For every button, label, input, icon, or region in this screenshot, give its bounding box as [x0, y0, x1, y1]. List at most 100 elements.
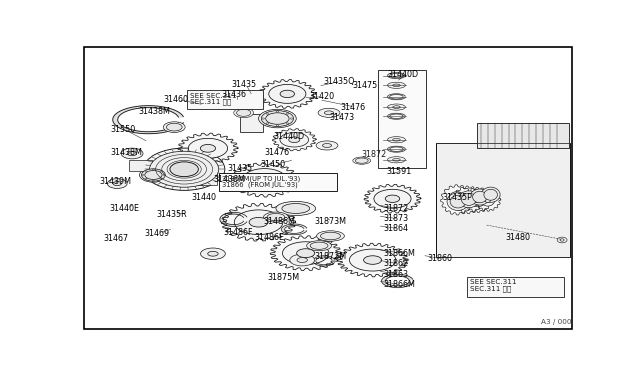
Ellipse shape	[259, 109, 296, 128]
Ellipse shape	[266, 113, 289, 124]
Ellipse shape	[310, 242, 328, 249]
Text: 31435Q: 31435Q	[323, 77, 355, 86]
Ellipse shape	[324, 111, 333, 115]
Ellipse shape	[290, 254, 315, 266]
Text: 31875M: 31875M	[268, 273, 300, 282]
Ellipse shape	[560, 239, 564, 241]
Ellipse shape	[448, 192, 466, 208]
Ellipse shape	[388, 82, 405, 89]
Polygon shape	[463, 187, 492, 212]
Text: 31866M: 31866M	[383, 280, 415, 289]
Polygon shape	[440, 185, 474, 215]
Ellipse shape	[108, 179, 127, 189]
Ellipse shape	[364, 256, 381, 264]
Polygon shape	[388, 146, 405, 152]
Ellipse shape	[484, 197, 491, 202]
Ellipse shape	[276, 111, 279, 112]
Ellipse shape	[262, 118, 264, 119]
Text: 31864: 31864	[383, 224, 408, 233]
Ellipse shape	[470, 189, 490, 205]
Text: 31436M: 31436M	[213, 175, 245, 185]
Text: 31435R: 31435R	[157, 210, 188, 219]
Ellipse shape	[484, 189, 497, 200]
Text: 31438M: 31438M	[138, 107, 170, 116]
Ellipse shape	[113, 182, 122, 186]
Ellipse shape	[297, 257, 307, 263]
Text: 31476: 31476	[340, 103, 365, 112]
Ellipse shape	[282, 242, 329, 264]
Text: 31550: 31550	[111, 125, 136, 135]
Ellipse shape	[374, 189, 411, 208]
Ellipse shape	[481, 187, 500, 202]
Ellipse shape	[470, 193, 486, 207]
Text: 31460: 31460	[163, 95, 188, 104]
Text: 31438M: 31438M	[111, 148, 143, 157]
Ellipse shape	[152, 169, 154, 170]
Ellipse shape	[289, 137, 300, 142]
Text: 31872: 31872	[362, 150, 387, 158]
Text: 31866M(UP TO JUL.'93): 31866M(UP TO JUL.'93)	[222, 176, 300, 182]
Text: 31420: 31420	[309, 92, 334, 101]
Text: 31440D: 31440D	[273, 132, 305, 141]
Ellipse shape	[349, 249, 396, 271]
Text: 31473: 31473	[329, 113, 354, 122]
Ellipse shape	[291, 118, 293, 119]
Bar	[436, 142, 570, 257]
Text: 31866M: 31866M	[383, 248, 415, 258]
Ellipse shape	[282, 203, 310, 214]
Polygon shape	[270, 236, 341, 270]
Ellipse shape	[144, 170, 163, 180]
Polygon shape	[282, 224, 307, 235]
Text: 31436: 31436	[222, 90, 247, 99]
Ellipse shape	[458, 191, 479, 208]
Text: SEE SEC.311: SEE SEC.311	[190, 93, 237, 99]
Ellipse shape	[265, 112, 290, 125]
Ellipse shape	[234, 210, 283, 235]
Polygon shape	[475, 189, 501, 211]
Text: SEE SEC.311: SEE SEC.311	[470, 279, 516, 285]
Polygon shape	[259, 80, 316, 108]
Polygon shape	[388, 73, 405, 78]
Ellipse shape	[280, 90, 294, 97]
Ellipse shape	[166, 123, 182, 131]
Ellipse shape	[152, 180, 154, 181]
Ellipse shape	[453, 196, 461, 203]
FancyBboxPatch shape	[219, 173, 337, 191]
Polygon shape	[337, 243, 408, 277]
Ellipse shape	[163, 174, 165, 176]
FancyBboxPatch shape	[187, 90, 262, 109]
Ellipse shape	[188, 138, 228, 158]
Polygon shape	[364, 185, 421, 213]
Ellipse shape	[256, 176, 273, 184]
Bar	[129, 160, 152, 171]
Ellipse shape	[249, 217, 268, 227]
Polygon shape	[220, 212, 247, 227]
Ellipse shape	[317, 231, 344, 241]
Text: 31860: 31860	[428, 254, 452, 263]
Ellipse shape	[286, 123, 289, 124]
Ellipse shape	[461, 193, 476, 205]
Polygon shape	[113, 106, 183, 134]
Ellipse shape	[150, 151, 219, 187]
Ellipse shape	[145, 178, 147, 179]
Ellipse shape	[321, 232, 340, 240]
Polygon shape	[388, 113, 405, 119]
Ellipse shape	[160, 178, 162, 179]
Text: 31873: 31873	[383, 214, 409, 223]
Text: 31863: 31863	[383, 270, 408, 279]
Ellipse shape	[297, 249, 315, 257]
Text: 31486E: 31486E	[255, 234, 285, 243]
Ellipse shape	[234, 108, 253, 118]
Ellipse shape	[450, 195, 466, 208]
Text: 31486M: 31486M	[264, 217, 296, 226]
Ellipse shape	[557, 237, 567, 243]
Ellipse shape	[481, 194, 495, 206]
Ellipse shape	[267, 214, 285, 221]
Polygon shape	[221, 203, 296, 241]
Ellipse shape	[266, 123, 269, 124]
Polygon shape	[313, 256, 335, 266]
Text: 31476: 31476	[264, 148, 290, 157]
Text: 31439M: 31439M	[100, 177, 132, 186]
Polygon shape	[230, 163, 298, 197]
Ellipse shape	[237, 109, 251, 116]
